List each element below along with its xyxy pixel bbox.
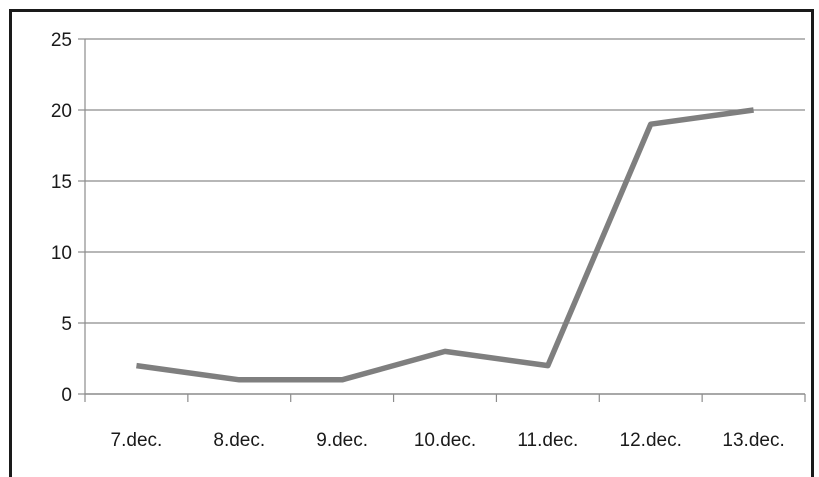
x-tick-label: 9.dec. bbox=[316, 430, 368, 451]
x-axis-tick-labels: 7.dec. 8.dec. 9.dec. 10.dec. 11.dec. 12.dec. 1… bbox=[111, 430, 785, 451]
x-tick-label: 8.dec. bbox=[213, 430, 265, 451]
x-axis bbox=[78, 38, 806, 402]
gridlines bbox=[85, 38, 805, 324]
chart-frame bbox=[9, 9, 814, 477]
y-tick-label: 10 bbox=[51, 243, 72, 264]
x-tick-label: 7.dec. bbox=[111, 430, 163, 451]
y-tick-label: 5 bbox=[61, 314, 72, 335]
series-line-0 bbox=[136, 107, 754, 383]
series-layer bbox=[136, 107, 754, 383]
y-axis-tick-labels: 0 5 10 15 20 25 bbox=[51, 30, 72, 406]
x-tick-label: 11.dec. bbox=[517, 430, 578, 451]
y-tick-label: 15 bbox=[51, 172, 72, 193]
x-tick-label: 12.dec. bbox=[620, 430, 682, 451]
y-tick-label: 25 bbox=[51, 30, 72, 51]
y-tick-label: 20 bbox=[51, 101, 72, 122]
y-tick-label: 0 bbox=[61, 385, 72, 406]
x-tick-label: 13.dec. bbox=[722, 430, 784, 451]
x-tick-label: 10.dec. bbox=[414, 430, 476, 451]
